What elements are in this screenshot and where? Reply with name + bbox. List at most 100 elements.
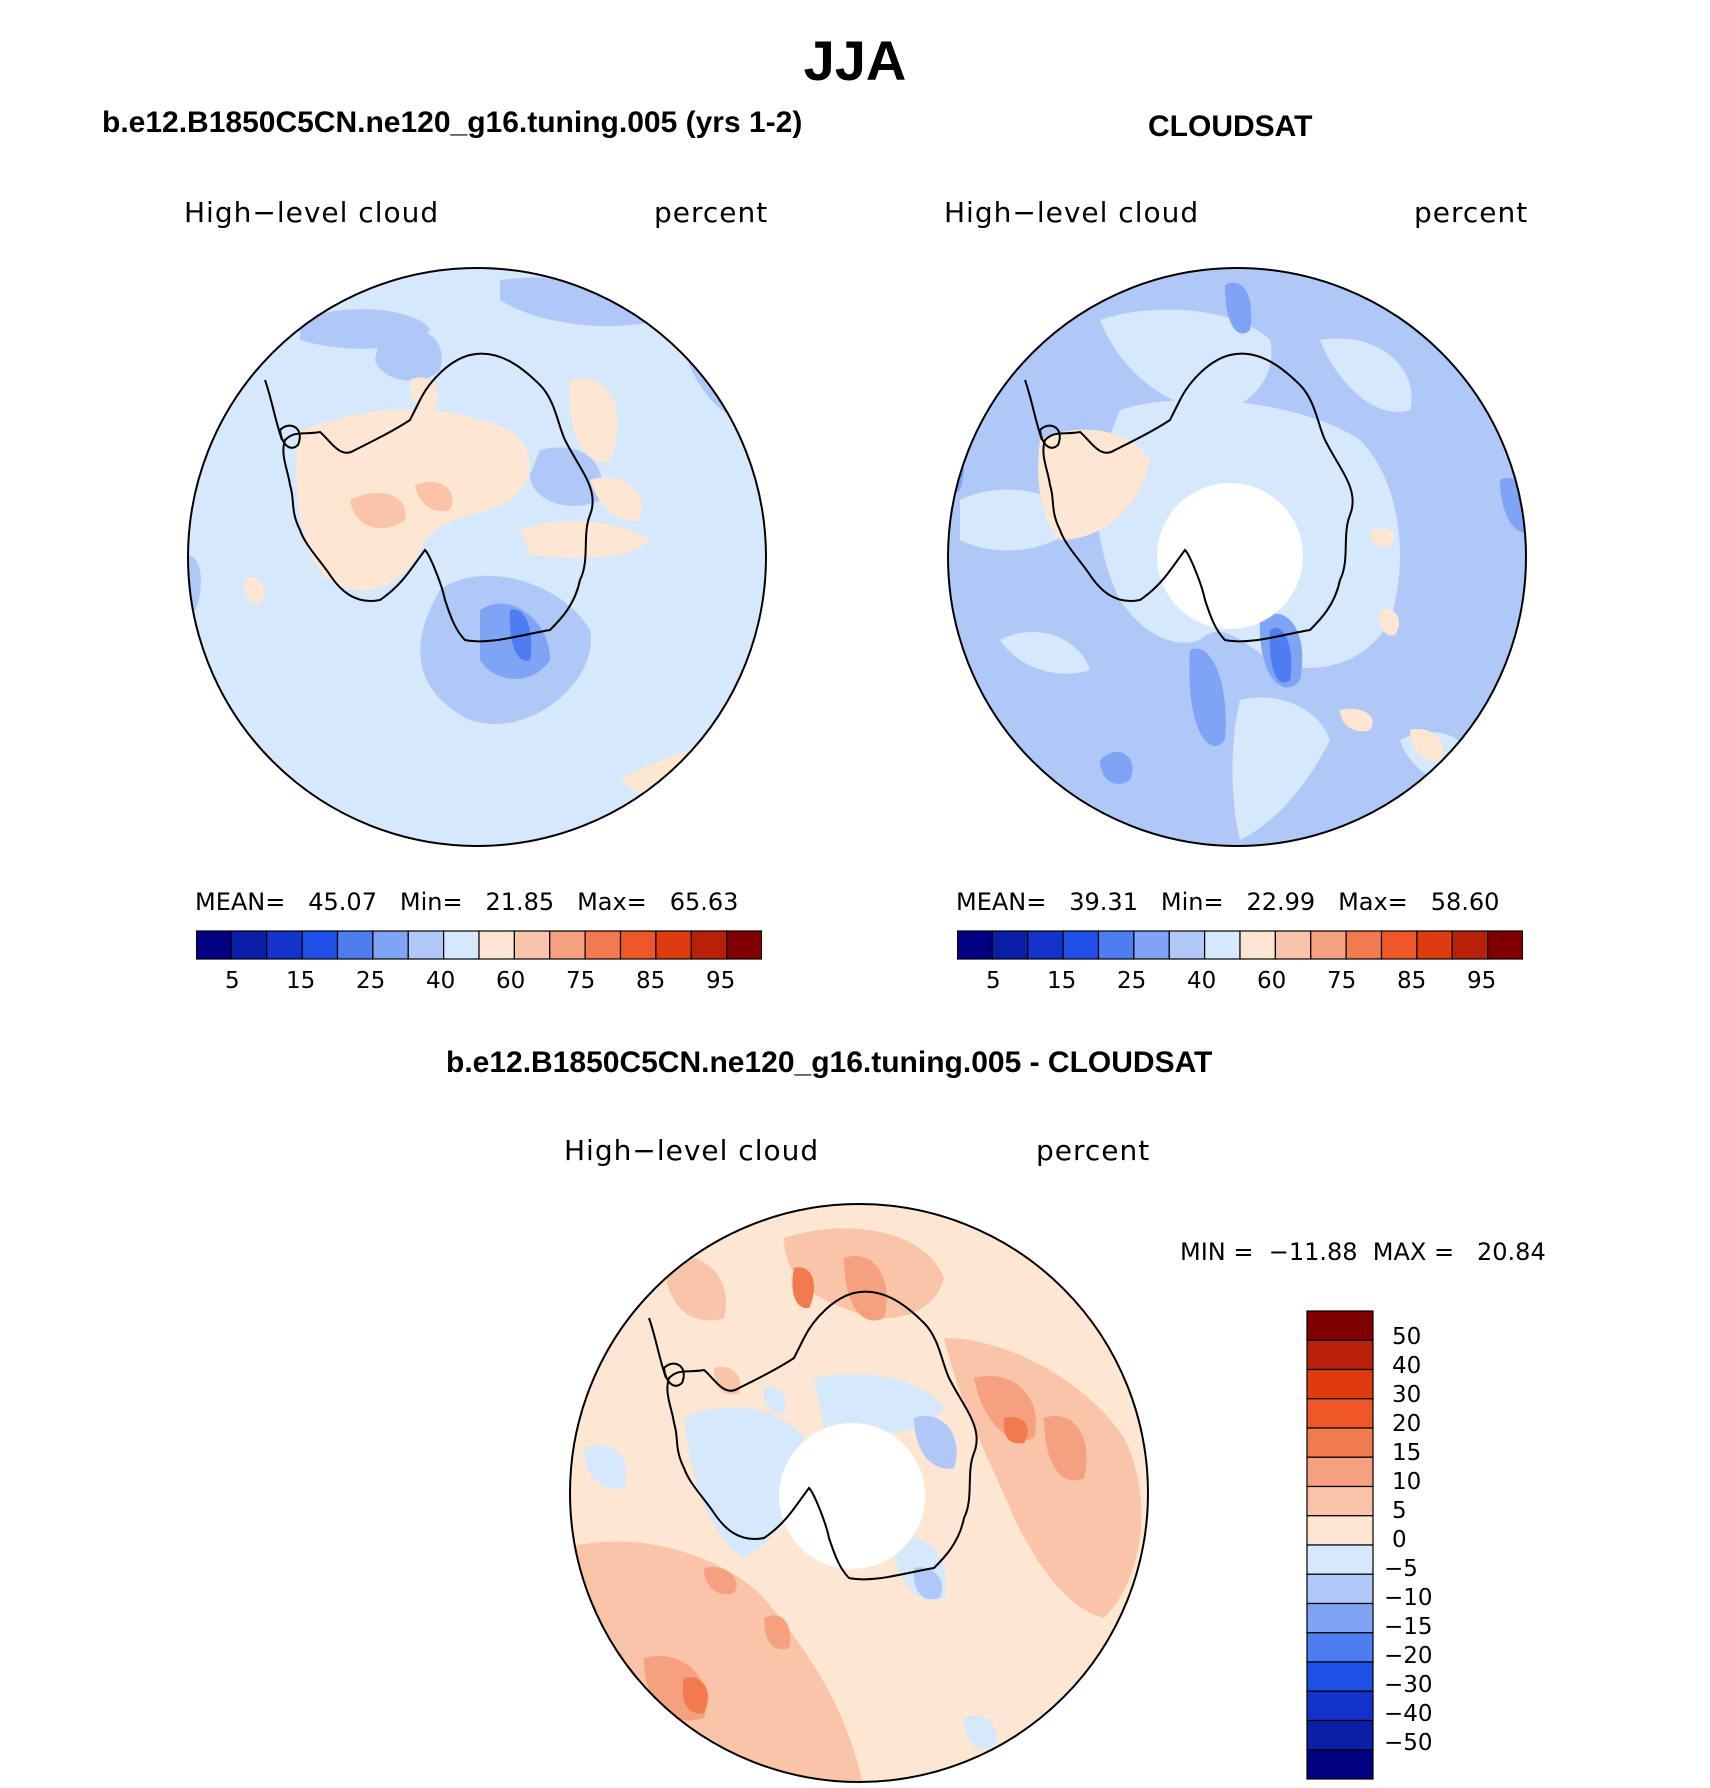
colorbar-swatch (1274, 930, 1312, 960)
model-panel-title: b.e12.B1850C5CN.ne120_g16.tuning.005 (yr… (102, 106, 803, 139)
contour-region (914, 1416, 957, 1469)
diff-units-label: percent (1036, 1134, 1151, 1167)
contour-region (814, 1374, 944, 1434)
contour-region (1379, 609, 1400, 636)
tick-label: 25 (356, 968, 386, 994)
colorbar-swatch (726, 930, 762, 960)
colorbar-swatch (1306, 1456, 1374, 1488)
tick-label: 75 (1327, 968, 1357, 994)
contour-region (913, 1567, 943, 1600)
contour-region (1370, 528, 1394, 547)
diff-colorbar (1306, 1310, 1374, 1780)
contour-region (1100, 751, 1133, 784)
tick-label: 85 (1397, 968, 1427, 994)
contour-region (682, 1677, 708, 1714)
obs-stats: MEAN= 39.31 Min= 22.99 Max= 58.60 (956, 888, 1500, 916)
colorbar-swatch (1306, 1485, 1374, 1517)
contour-region (704, 1567, 737, 1595)
model-colorbar-ticks: 5 15 25 40 60 75 85 95 (196, 968, 762, 998)
obs-panel-title: CLOUDSAT (1148, 110, 1313, 143)
colorbar-swatch (1168, 930, 1206, 960)
tick-label: 60 (1257, 968, 1287, 994)
model-stats: MEAN= 45.07 Min= 21.85 Max= 65.63 (195, 888, 739, 916)
obs-colorbar-ticks: 5 15 25 40 60 75 85 95 (957, 968, 1523, 998)
colorbar-swatch (1487, 930, 1523, 960)
colorbar-swatch (991, 930, 1029, 960)
colorbar-swatch (1133, 930, 1170, 960)
colorbar-swatch (513, 930, 551, 960)
contour-region (792, 1267, 814, 1309)
colorbar-swatch (1239, 930, 1276, 960)
contour-region (684, 1407, 806, 1558)
contour-region (350, 492, 406, 529)
colorbar-swatch (1306, 1368, 1374, 1400)
colorbar-swatch (301, 930, 339, 960)
colorbar-swatch (1416, 930, 1453, 960)
colorbar-swatch (1306, 1310, 1374, 1341)
contour-region (1100, 309, 1272, 412)
contour-region (1340, 708, 1373, 732)
colorbar-swatch (1027, 930, 1064, 960)
contour-region (664, 1256, 726, 1321)
tick-label: −10 (1384, 1585, 1433, 1611)
colorbar-swatch (1306, 1515, 1374, 1546)
colorbar-swatch (1451, 930, 1489, 960)
contour-region (569, 378, 618, 462)
model-units-label: percent (654, 196, 769, 229)
tick-label: 95 (1467, 968, 1497, 994)
obs-polar-map (947, 267, 1527, 847)
tick-label: 85 (636, 968, 666, 994)
colorbar-swatch (1306, 1719, 1374, 1751)
contour-region (763, 1387, 786, 1414)
model-colorbar (196, 930, 762, 960)
colorbar-swatch (1306, 1602, 1374, 1634)
diff-minmax: MIN = −11.88 MAX = 20.84 (1180, 1238, 1546, 1266)
colorbar-swatch (619, 930, 657, 960)
diff-polar-map (569, 1203, 1149, 1783)
colorbar-swatch (336, 930, 374, 960)
tick-label: −30 (1384, 1672, 1433, 1698)
colorbar-swatch (1306, 1749, 1374, 1780)
colorbar-swatch (1310, 930, 1347, 960)
colorbar-swatch (478, 930, 515, 960)
contour-region (530, 447, 602, 506)
contour-region (1038, 429, 1150, 540)
contour-region (590, 477, 642, 521)
colorbar-swatch (1306, 1427, 1374, 1458)
colorbar-swatch (957, 930, 993, 960)
colorbar-swatch (1306, 1661, 1374, 1692)
tick-label: 15 (1047, 968, 1077, 994)
contour-region (584, 1445, 627, 1489)
map-background (188, 268, 766, 846)
colorbar-swatch (655, 930, 692, 960)
colorbar-swatch (1306, 1632, 1374, 1663)
contour-region (1225, 282, 1252, 334)
model-polar-map (187, 267, 767, 847)
colorbar-swatch (1306, 1544, 1374, 1575)
diff-variable-label: High−level cloud (564, 1134, 820, 1167)
polar-data-hole (779, 1423, 925, 1569)
colorbar-swatch (230, 930, 268, 960)
tick-label: 5 (1392, 1498, 1407, 1524)
colorbar-swatch (1306, 1573, 1374, 1605)
polar-data-hole (1157, 483, 1303, 629)
tick-label: 60 (496, 968, 526, 994)
contour-region (1320, 338, 1412, 412)
tick-label: 40 (1392, 1353, 1422, 1379)
colorbar-swatch (443, 930, 480, 960)
map-boundary (569, 1203, 1149, 1783)
contour-region (1410, 729, 1443, 761)
colorbar-swatch (196, 930, 232, 960)
contour-region (1189, 648, 1226, 746)
contour-region (844, 1256, 887, 1321)
colorbar-swatch (1062, 930, 1100, 960)
tick-label: −40 (1384, 1701, 1433, 1727)
contour-region (415, 481, 453, 512)
diff-colorbar-labels: 50 40 30 20 15 10 5 0 −5 −10 −15 −20 −30… (1384, 1310, 1464, 1780)
tick-label: −50 (1384, 1730, 1433, 1756)
colorbar-swatch (584, 930, 622, 960)
peninsula-island (1038, 424, 1061, 449)
colorbar-swatch (407, 930, 445, 960)
antarctica-coastline (282, 352, 594, 643)
peninsula-island (278, 424, 301, 449)
